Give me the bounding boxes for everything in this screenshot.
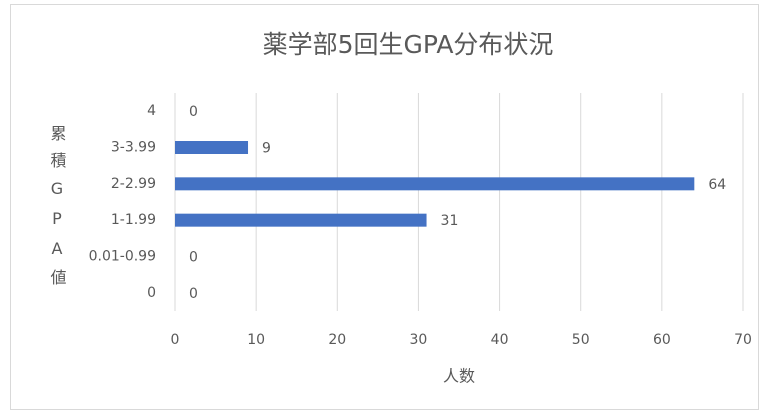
x-axis-label: 人数	[443, 367, 475, 386]
x-tick-label: 50	[572, 332, 590, 348]
y-tick-label: 0	[147, 285, 156, 301]
bar	[175, 141, 249, 154]
y-tick-label: 0.01-0.99	[89, 249, 156, 265]
data-label: 0	[189, 250, 198, 266]
data-label: 0	[189, 286, 198, 302]
x-tick-label: 0	[171, 332, 180, 348]
data-label: 0	[189, 104, 198, 120]
x-tick-label: 10	[247, 332, 265, 348]
x-tick-label: 30	[410, 332, 428, 348]
y-axis-label: 累積GPA値	[48, 125, 67, 296]
x-tick-label: 40	[491, 332, 509, 348]
chart-title: 薬学部5回生GPA分布状況	[263, 30, 554, 59]
x-tick-label: 60	[653, 332, 671, 348]
bar	[175, 177, 695, 191]
data-label: 9	[262, 141, 271, 157]
y-tick-label: 4	[147, 103, 156, 119]
x-tick-label: 20	[328, 332, 346, 348]
y-tick-label: 2-2.99	[111, 176, 156, 192]
x-tick-label: 70	[734, 332, 752, 348]
chart-frame	[10, 4, 759, 410]
bar	[175, 213, 427, 227]
y-tick-label: 1-1.99	[111, 212, 156, 228]
data-label: 64	[708, 177, 726, 193]
data-label: 31	[441, 213, 459, 229]
y-tick-label: 3-3.99	[111, 140, 156, 156]
